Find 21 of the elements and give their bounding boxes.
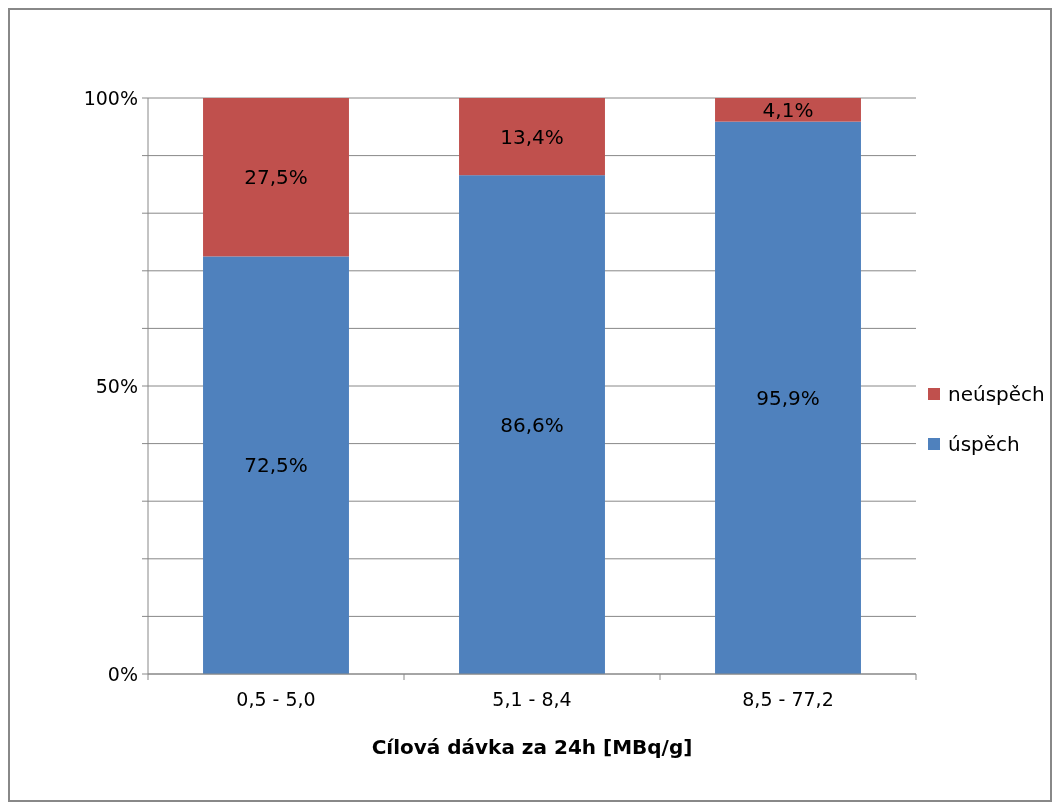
data-label: 4,1%: [762, 97, 814, 122]
bar: [203, 256, 349, 674]
bar: [459, 175, 605, 674]
bar: [459, 98, 605, 176]
legend-label: úspěch: [948, 432, 1020, 456]
x-tick-label: 0,5 - 5,0: [236, 688, 316, 710]
bar: [715, 121, 861, 674]
y-tick-label: 50%: [95, 374, 138, 397]
bar: [715, 98, 861, 122]
data-label: 13,4%: [500, 124, 564, 149]
y-tick-label: 0%: [107, 662, 138, 685]
data-label: 95,9%: [756, 385, 820, 410]
y-tick-label: 100%: [83, 86, 138, 109]
x-tick-label: 5,1 - 8,4: [492, 688, 572, 710]
data-label: 86,6%: [500, 412, 564, 437]
data-label: 72,5%: [244, 453, 308, 478]
x-tick-label: 8,5 - 77,2: [742, 688, 834, 710]
legend-label: neúspěch: [948, 382, 1045, 406]
x-axis-title: Cílová dávka za 24h [MBq/g]: [371, 735, 693, 759]
data-label: 27,5%: [244, 165, 308, 190]
bar: [203, 98, 349, 257]
